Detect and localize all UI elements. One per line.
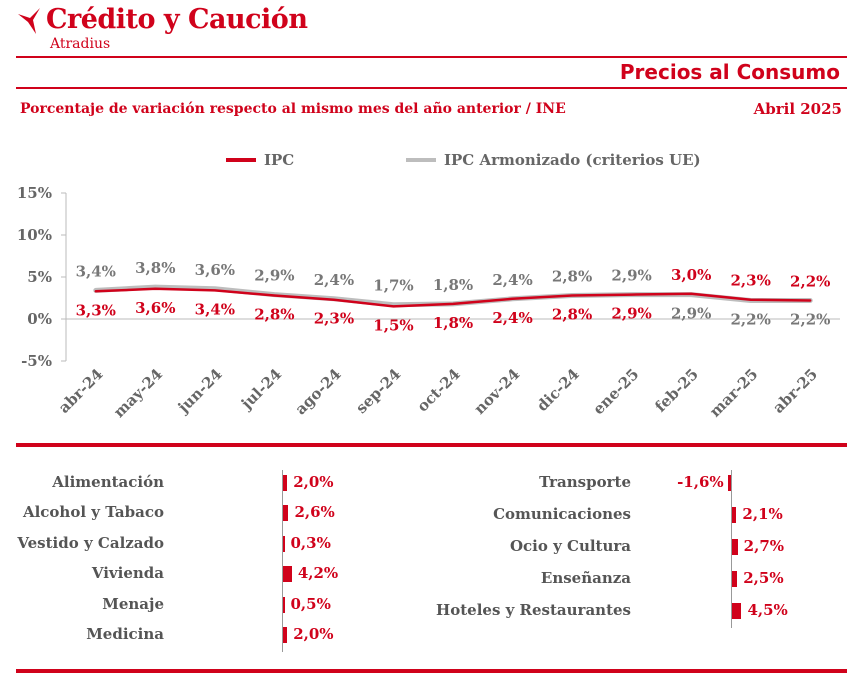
category-value-label: 0,5% <box>290 594 331 613</box>
period-label: Abril 2025 <box>753 100 842 118</box>
category-label: Menaje <box>102 594 164 613</box>
y-tick-label: 0% <box>27 310 52 328</box>
data-label-ipc: 2,3% <box>314 310 354 328</box>
category-label: Transporte <box>539 473 631 491</box>
data-label-ipca: 3,4% <box>76 262 116 280</box>
bar-axis-line <box>731 470 732 628</box>
data-label-ipc: 2,8% <box>552 305 592 323</box>
x-tick-label: feb-25 <box>651 365 702 416</box>
data-label-ipc: 2,4% <box>492 309 532 327</box>
y-tick-label: 5% <box>27 268 52 286</box>
category-value-label: 2,0% <box>293 473 334 491</box>
category-label: Medicina <box>86 625 164 643</box>
data-label-ipca: 2,9% <box>611 267 651 285</box>
x-tick-label: oct-24 <box>414 365 464 415</box>
data-label-ipc: 1,8% <box>433 314 473 332</box>
category-value-label: 2,1% <box>742 505 783 523</box>
category-bar <box>732 571 738 587</box>
x-tick-label: ene-25 <box>589 365 642 418</box>
data-label-ipca: 1,7% <box>373 277 413 295</box>
data-label-ipc: 2,8% <box>254 305 294 323</box>
category-bar <box>732 539 738 555</box>
category-bar <box>283 596 285 613</box>
data-label-ipc: 3,3% <box>76 301 116 319</box>
data-label-ipca: 2,9% <box>254 267 294 285</box>
page-title: Precios al Consumo <box>619 60 840 84</box>
category-value-label: 4,2% <box>297 564 339 583</box>
category-value-label: 2,6% <box>294 503 335 522</box>
brand-logo-icon <box>16 6 44 40</box>
header-rule <box>16 56 847 58</box>
data-label-ipca: 3,8% <box>135 259 175 277</box>
category-label: Vestido y Calzado <box>17 533 164 552</box>
data-label-ipca: 2,2% <box>731 311 771 329</box>
legend-item-ipc: IPC <box>226 150 294 170</box>
data-label-ipca: 2,2% <box>790 311 830 329</box>
data-label-ipca: 2,8% <box>552 267 592 285</box>
category-value-label: -1,6% <box>677 473 724 491</box>
x-tick-label: abr-24 <box>55 365 107 417</box>
category-label: Ocio y Cultura <box>509 537 631 555</box>
legend-item-ipca: IPC Armonizado (criterios UE) <box>406 150 701 170</box>
x-tick-label: jun-24 <box>173 365 226 418</box>
brand-sub: Atradius <box>50 36 111 52</box>
legend-label-ipc: IPC <box>264 151 295 169</box>
brand-name: Crédito y Caución <box>46 4 308 35</box>
data-label-ipca: 3,6% <box>195 261 235 279</box>
category-bar <box>727 475 731 491</box>
category-bar <box>283 475 288 491</box>
line-chart: -5% 0% 5% 10% 15% abr-24 may-24 jun-24 jul-24 ago… <box>17 184 840 421</box>
category-bar <box>732 603 742 619</box>
x-tick-label: nov-24 <box>471 365 524 418</box>
category-label: Comunicaciones <box>493 505 631 523</box>
series-line-ipc <box>94 287 812 308</box>
category-label: Enseñanza <box>540 569 631 587</box>
data-label-ipc: 2,2% <box>790 273 830 291</box>
category-bar <box>283 566 292 583</box>
x-tick-label: jul-24 <box>236 365 285 414</box>
data-label-ipc: 2,9% <box>611 305 651 323</box>
category-bar <box>732 507 737 523</box>
data-label-ipc: 2,3% <box>731 272 771 290</box>
chart-subtitle: Porcentaje de variación respecto al mism… <box>20 101 566 117</box>
data-label-ipca: 2,4% <box>492 271 532 289</box>
category-bar <box>283 627 288 643</box>
category-bar <box>283 535 285 552</box>
category-value-label: 2,0% <box>293 625 334 643</box>
legend-label-ipca: IPC Armonizado (criterios UE) <box>444 151 701 169</box>
category-label: Hoteles y Restaurantes <box>436 601 631 619</box>
data-label-ipc: 3,6% <box>135 299 175 317</box>
category-label: Alcohol y Tabaco <box>22 503 164 522</box>
category-label: Alimentación <box>52 473 164 491</box>
data-label-ipc: 3,4% <box>195 300 235 318</box>
legend-swatch-ipca <box>406 158 436 162</box>
category-bars-left: Alimentación 2,0% Alcohol y Tabaco 2,6% Vest… <box>0 465 420 655</box>
bar-axis-line <box>282 470 283 652</box>
title-rule <box>16 87 847 89</box>
data-label-ipca: 1,8% <box>433 276 473 294</box>
x-tick-label: abr-25 <box>769 365 821 417</box>
category-value-label: 2,5% <box>743 569 784 587</box>
category-bars-right: Transporte -1,6% Comunicaciones 2,1% Ocio y … <box>420 465 859 635</box>
y-tick-label: -5% <box>21 352 52 370</box>
category-bar <box>283 505 289 522</box>
data-label-ipc: 3,0% <box>671 266 711 284</box>
category-value-label: 4,5% <box>747 601 788 619</box>
data-label-ipc: 1,5% <box>373 316 413 334</box>
x-tick-label: ago-24 <box>291 365 344 418</box>
footer-rule <box>16 669 847 673</box>
category-value-label: 0,3% <box>290 533 331 552</box>
x-tick-label: mar-25 <box>706 365 762 421</box>
section-rule <box>16 443 847 447</box>
data-label-ipca: 2,9% <box>671 305 711 323</box>
x-tick-label: sep-24 <box>352 365 404 417</box>
x-tick-label: dic-24 <box>533 365 583 415</box>
data-label-ipca: 2,4% <box>314 271 354 289</box>
x-tick-label: may-24 <box>110 365 166 421</box>
legend-swatch-ipc <box>226 158 256 162</box>
y-tick-label: 15% <box>17 184 52 202</box>
category-value-label: 2,7% <box>743 537 785 555</box>
category-label: Vivienda <box>91 564 164 583</box>
y-tick-label: 10% <box>17 226 52 244</box>
